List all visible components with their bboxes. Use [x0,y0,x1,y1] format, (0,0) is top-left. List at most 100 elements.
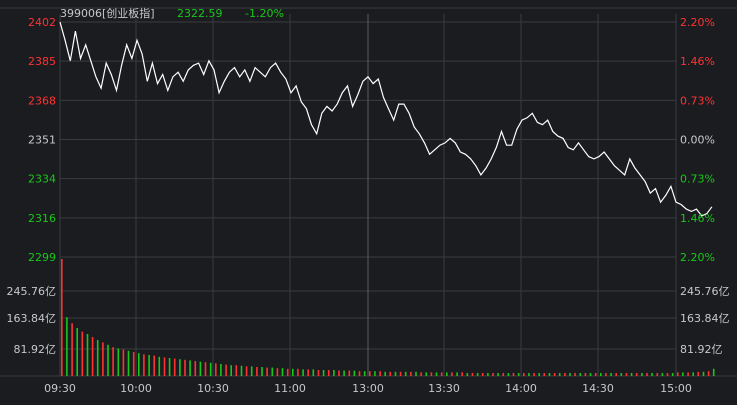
volume-bar [554,373,556,376]
volume-bar [256,367,258,376]
volume-bar [641,373,643,376]
volume-bar [189,360,191,376]
volume-bar [456,372,458,376]
volume-bar [441,372,443,376]
volume-bar [66,317,68,376]
volume-bar [369,371,371,376]
price-tick-left: 2351 [28,134,56,147]
time-tick: 14:00 [505,382,537,395]
volume-bar [395,372,397,376]
price-tick-left: 2299 [28,251,56,264]
volume-bar [379,371,381,376]
volume-bar [621,373,623,376]
volume-bar [133,352,135,376]
volume-bar [692,372,694,376]
volume-bar [71,323,73,376]
volume-bar [595,373,597,376]
time-tick: 10:30 [197,382,229,395]
volume-bar [415,372,417,376]
volume-bar [184,360,186,376]
time-tick: 13:30 [428,382,460,395]
price-tick-left: 2402 [28,16,56,29]
volume-bar [102,342,104,376]
time-tick: 13:00 [352,382,384,395]
price-tick-left: 2385 [28,55,56,68]
volume-bar [703,372,705,376]
volume-bar [482,373,484,376]
index-name: 399006[创业板指] [60,6,155,20]
pct-tick-right: 0.00% [680,134,715,147]
volume-bar [631,373,633,376]
volume-bar [610,373,612,376]
volume-bar [657,373,659,376]
price-line [60,22,712,216]
volume-bar [487,373,489,376]
volume-tick-left: 163.84亿 [7,312,57,325]
volume-bar [112,347,114,376]
volume-bar [698,372,700,376]
volume-bar [662,373,664,376]
volume-bar [200,362,202,376]
time-tick: 09:30 [44,382,76,395]
volume-bar [349,371,351,376]
volume-bar [118,348,120,376]
volume-bar [564,373,566,376]
volume-bar [282,368,284,376]
volume-bar [492,373,494,376]
volume-bar [672,373,674,376]
volume-bar [164,357,166,376]
volume-bar [405,372,407,376]
volume-tick-right: 245.76亿 [680,285,730,298]
volume-bar [590,373,592,376]
pct-tick-right: 0.73% [680,173,715,186]
volume-bar [328,370,330,376]
volume-bar [538,373,540,376]
price-tick-left: 2368 [28,94,56,107]
volume-bar [359,371,361,376]
volume-bar [338,371,340,376]
volume-bar [169,358,171,376]
volume-bar [87,334,89,376]
volume-bar [600,373,602,376]
price-tick-left: 2316 [28,212,56,225]
volume-bar [713,369,715,376]
pct-tick-right: 2.20% [680,16,715,29]
change-percent: -1.20% [245,7,284,20]
volume-bar [138,353,140,376]
volume-bar [497,373,499,376]
volume-bar [333,370,335,376]
volume-bar [523,373,525,376]
volume-bar [472,373,474,376]
volume-bar [159,357,161,376]
volume-bar [292,369,294,376]
volume-bar [246,366,248,376]
volume-bar [574,373,576,376]
time-tick: 11:00 [274,382,306,395]
volume-bar [236,365,238,376]
volume-bar [251,366,253,376]
volume-bar [528,373,530,376]
volume-bar [297,369,299,376]
volume-tick-right: 163.84亿 [680,312,730,325]
volume-bar [210,363,212,376]
volume-bar [585,373,587,376]
volume-bar [61,259,63,376]
volume-bar [354,371,356,376]
volume-bar [626,373,628,376]
pct-tick-right: 1.46% [680,212,715,225]
volume-bar [76,328,78,376]
volume-bar [451,372,453,376]
volume-bar [225,365,227,376]
volume-bar [580,373,582,376]
volume-bar [323,370,325,376]
volume-bar [82,332,84,376]
volume-bar [313,369,315,376]
volume-bar [636,373,638,376]
volume-bar [107,345,109,376]
volume-tick-right: 81.92亿 [680,343,723,356]
volume-bar [446,372,448,376]
volume-bar [461,372,463,376]
volume-bar [431,372,433,376]
